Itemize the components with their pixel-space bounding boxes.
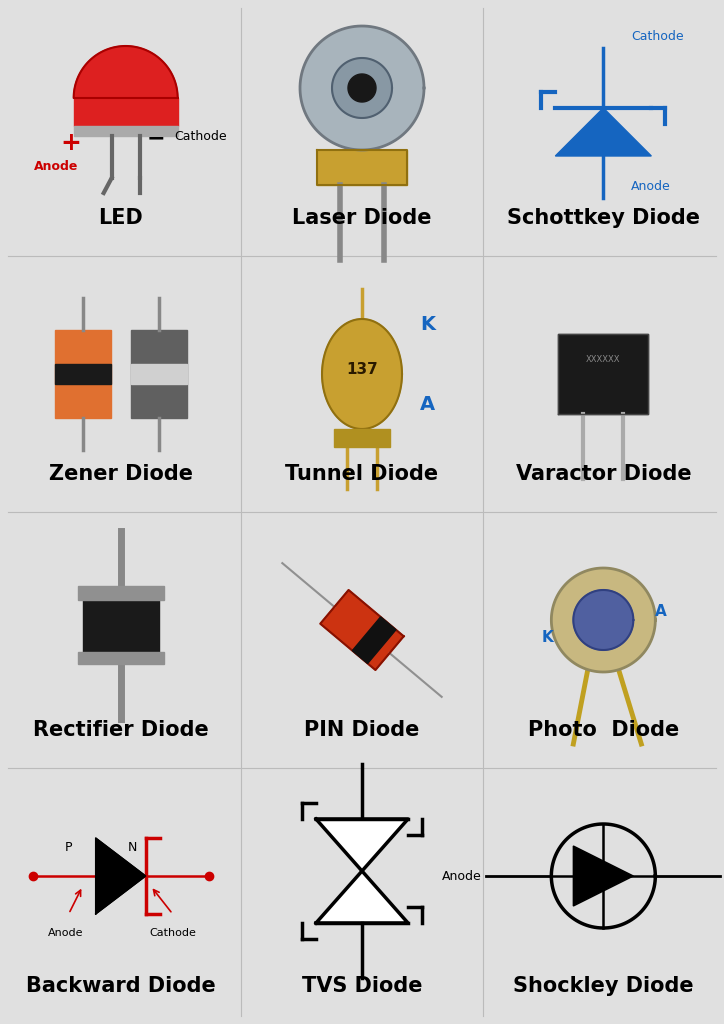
Polygon shape [552, 568, 655, 672]
Polygon shape [320, 590, 404, 670]
Text: Anode: Anode [33, 160, 78, 172]
Polygon shape [55, 330, 111, 418]
Text: Rectifier Diode: Rectifier Diode [33, 720, 209, 740]
Text: P: P [65, 841, 72, 854]
Text: Tunnel Diode: Tunnel Diode [285, 464, 439, 484]
Text: XXXXXX: XXXXXX [586, 355, 620, 365]
Polygon shape [322, 319, 402, 429]
Polygon shape [77, 586, 164, 600]
Text: K: K [542, 631, 553, 645]
Polygon shape [555, 108, 652, 156]
Text: Anode: Anode [48, 928, 83, 938]
Text: Photo  Diode: Photo Diode [528, 720, 679, 740]
Text: +: + [60, 131, 81, 155]
Polygon shape [96, 838, 146, 914]
Text: A: A [420, 394, 435, 414]
Polygon shape [300, 26, 424, 150]
Text: A: A [655, 604, 667, 620]
Polygon shape [353, 616, 396, 664]
Text: LED: LED [98, 208, 143, 228]
Text: Shockley Diode: Shockley Diode [513, 976, 694, 996]
Text: TVS Diode: TVS Diode [302, 976, 422, 996]
Text: −: − [146, 128, 165, 148]
Text: Schottkey Diode: Schottkey Diode [507, 208, 700, 228]
Polygon shape [74, 126, 177, 136]
Polygon shape [573, 846, 634, 906]
Text: Cathode: Cathode [174, 129, 227, 142]
Polygon shape [77, 652, 164, 664]
Polygon shape [130, 330, 187, 418]
Polygon shape [316, 819, 408, 871]
Text: Backward Diode: Backward Diode [26, 976, 216, 996]
Polygon shape [332, 58, 392, 118]
Text: Cathode: Cathode [149, 928, 196, 938]
Polygon shape [55, 364, 111, 384]
Polygon shape [334, 429, 390, 447]
Text: Cathode: Cathode [631, 30, 684, 43]
Text: 137: 137 [346, 361, 378, 377]
Polygon shape [573, 590, 634, 650]
Text: N: N [128, 841, 138, 854]
Text: Anode: Anode [442, 869, 481, 883]
Text: Varactor Diode: Varactor Diode [515, 464, 691, 484]
Text: Zener Diode: Zener Diode [49, 464, 193, 484]
Text: PIN Diode: PIN Diode [304, 720, 420, 740]
Polygon shape [316, 871, 408, 923]
Text: Laser Diode: Laser Diode [292, 208, 432, 228]
Polygon shape [348, 74, 376, 102]
Polygon shape [83, 600, 159, 652]
Polygon shape [558, 334, 648, 414]
Polygon shape [74, 46, 177, 98]
Text: K: K [420, 314, 435, 334]
Polygon shape [317, 150, 407, 185]
Polygon shape [130, 364, 187, 384]
Polygon shape [74, 98, 177, 126]
Text: Anode: Anode [631, 179, 671, 193]
